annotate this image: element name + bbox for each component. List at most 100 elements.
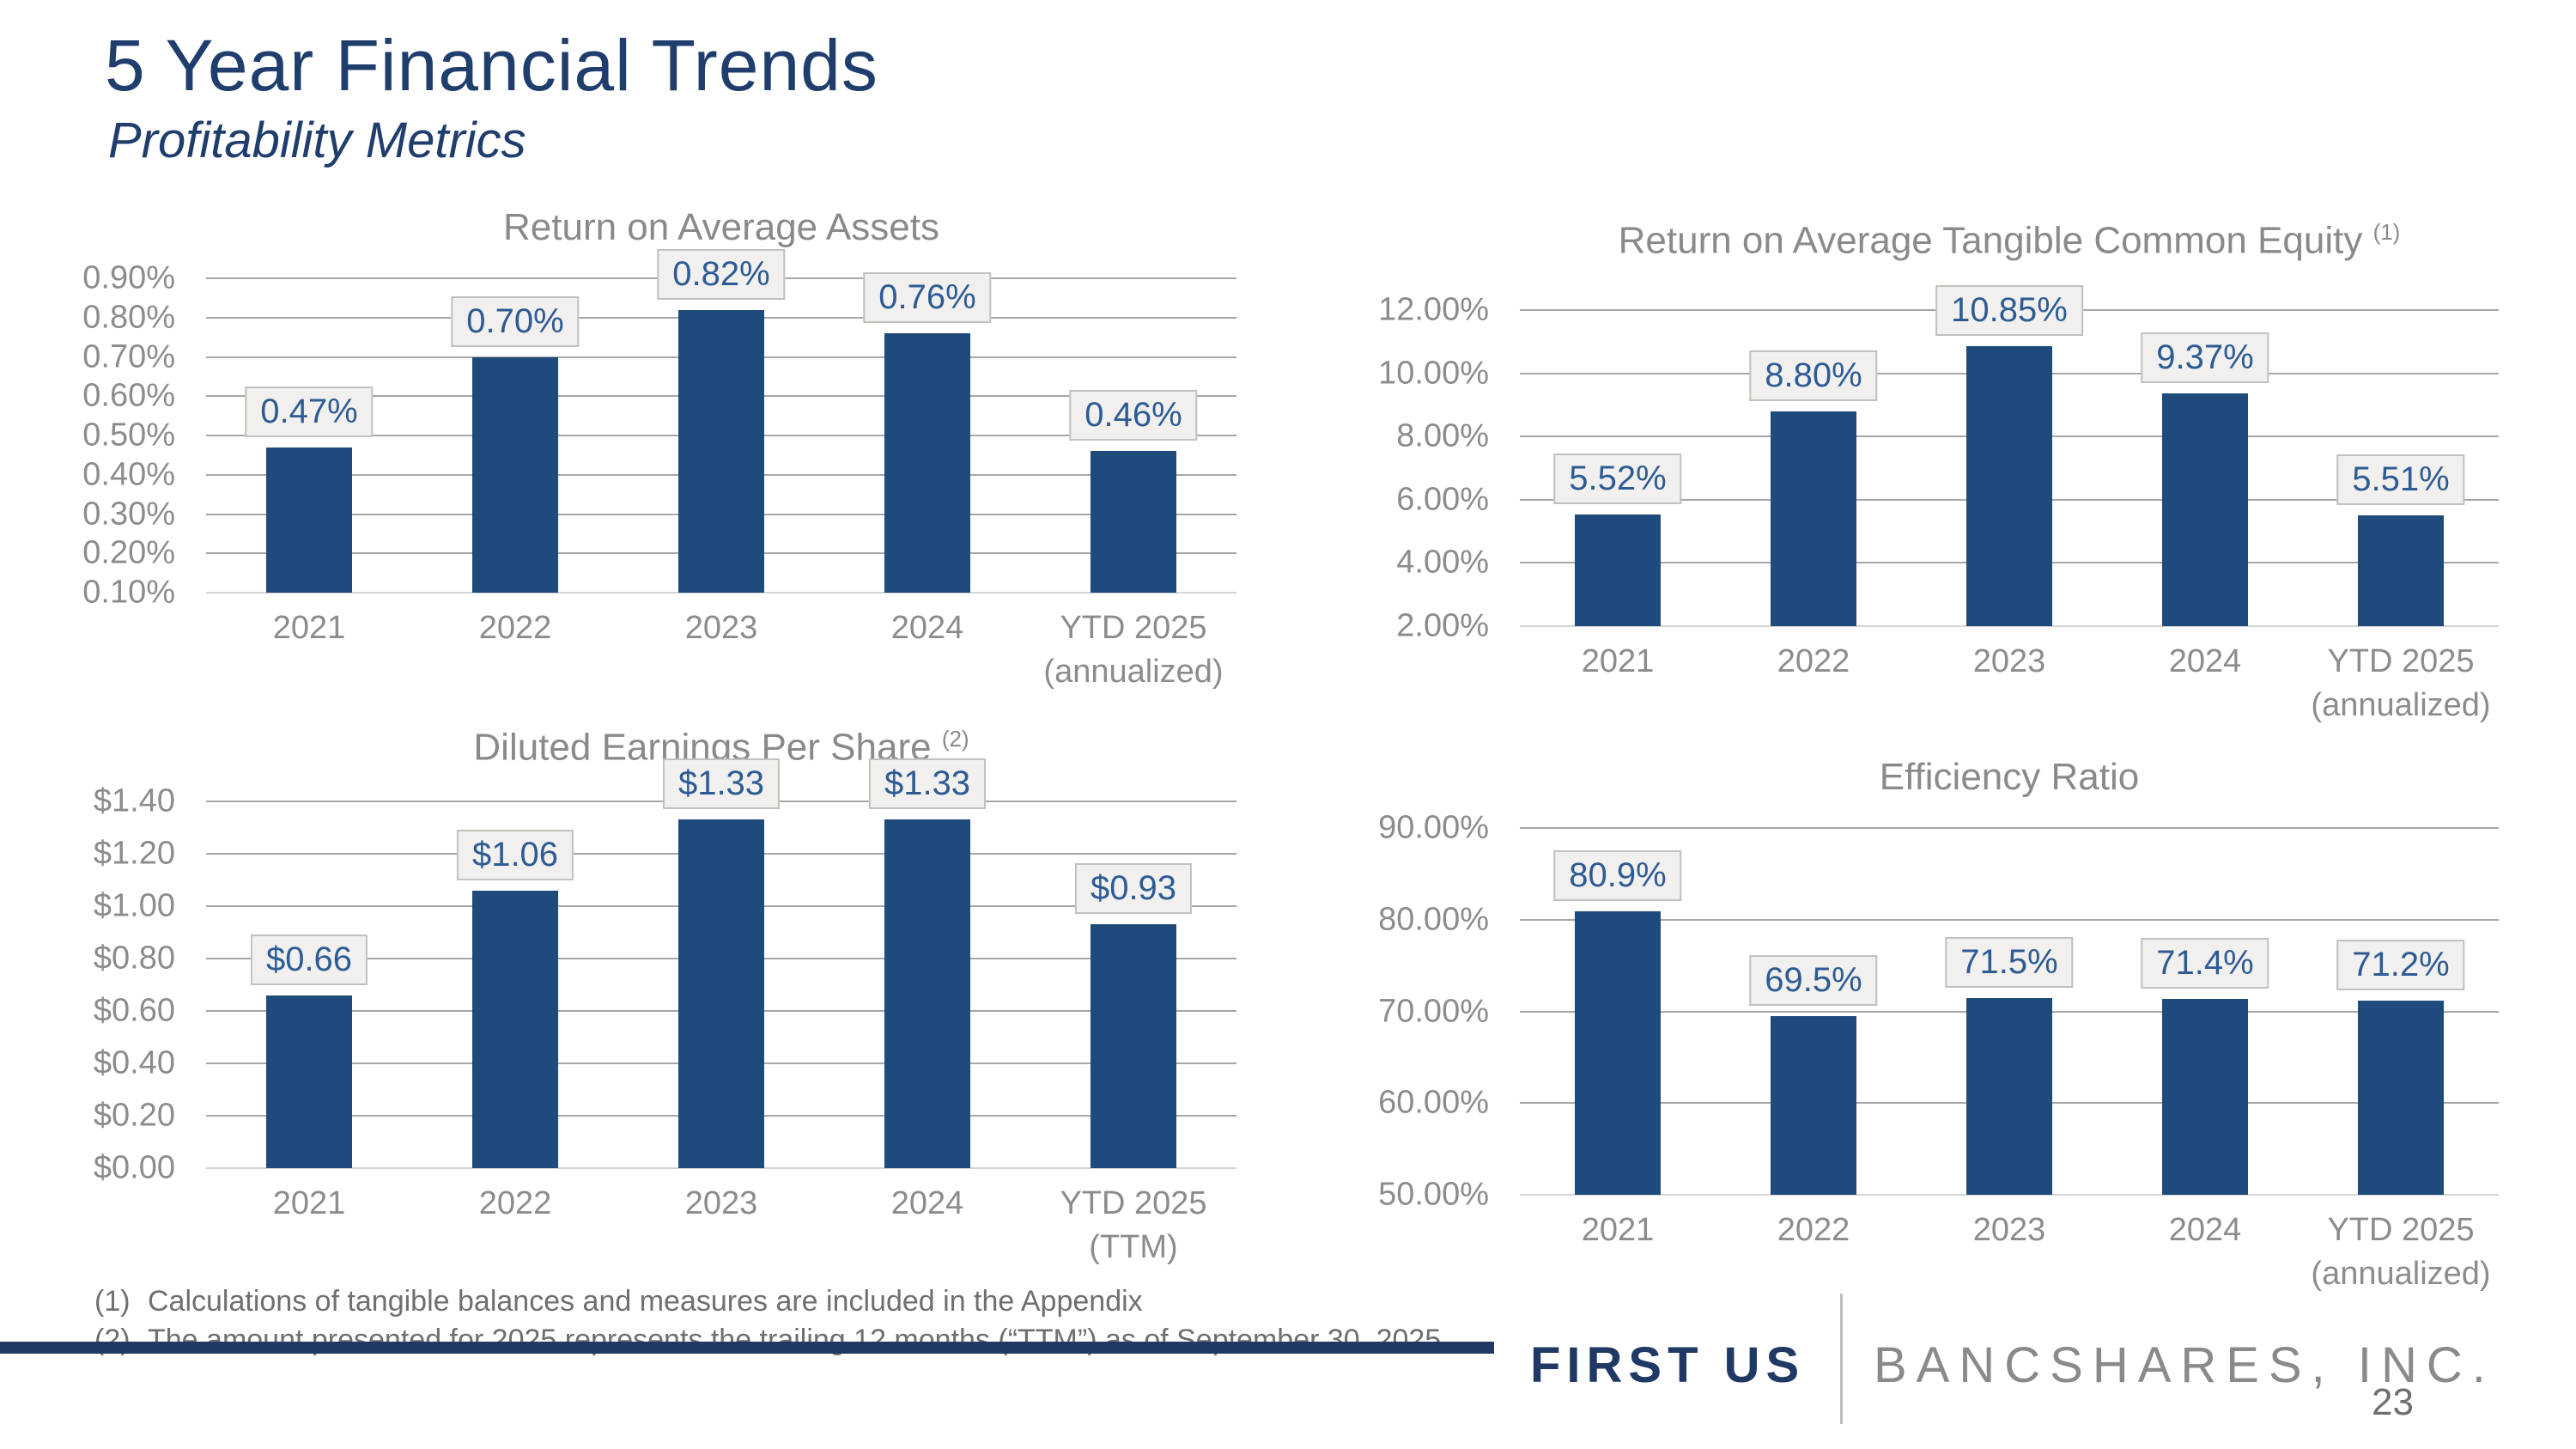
bar-value-label: $1.33 [662, 758, 781, 810]
chart-title-text: Efficiency Ratio [1879, 756, 2140, 798]
x-category-label: 2022 [1777, 643, 1850, 679]
bar [2358, 1000, 2444, 1195]
y-tick-label: 70.00% [1378, 993, 1489, 1029]
bar-value-label: 0.76% [863, 272, 992, 324]
bar-value-label: 5.52% [1553, 454, 1682, 505]
bar [472, 356, 558, 593]
bar [2162, 998, 2248, 1195]
bar-slot: $0.93 [1030, 801, 1236, 1168]
bar [678, 819, 764, 1168]
footnotes: (1) Calculations of tangible balances an… [94, 1285, 1441, 1362]
x-category-label: 2023 [1972, 643, 2046, 679]
x-category-label: 2024 [2168, 1212, 2242, 1248]
x-category-label: YTD 2025 (annualized) [2311, 1212, 2491, 1293]
bar [1575, 911, 1661, 1195]
y-axis: 12.00% 10.00% 8.00% 6.00% 4.00% 2.00% [1340, 292, 1520, 644]
bar-slot: 5.51% [2303, 310, 2499, 626]
page-number: 23 [2372, 1381, 2414, 1423]
bar [472, 890, 558, 1168]
bar-series: 80.9% 69.5% 71.5% 71.4% 71.2% [1520, 828, 2499, 1195]
bar [1771, 1015, 1856, 1195]
bar [2162, 393, 2248, 626]
y-tick-label: $1.00 [93, 887, 175, 924]
y-axis: $1.40 $1.20 $1.00 $0.80 $0.60 $0.40 $0.20 $0.00 [86, 783, 206, 1186]
bar-slot: 80.9% [1520, 828, 1716, 1195]
x-category-label: 2024 [2168, 643, 2242, 679]
bar-value-label: $1.33 [868, 758, 987, 810]
bar-slot: $0.66 [206, 801, 412, 1168]
bar-slot: 0.46% [1030, 278, 1236, 593]
y-tick-label: $0.80 [93, 940, 175, 977]
x-category-label: 2021 [1581, 1212, 1655, 1248]
bar [266, 995, 352, 1168]
brand-name-first-us: FIRST US [1530, 1337, 1806, 1393]
bar-slot: 0.82% [618, 248, 824, 593]
bar-value-label: 80.9% [1553, 850, 1682, 902]
y-tick-label: 0.10% [82, 574, 175, 611]
y-axis: 90.00% 80.00% 70.00% 60.00% 50.00% [1340, 810, 1520, 1213]
bar-slot: 0.76% [824, 272, 1030, 593]
plot-area: 80.9% 69.5% 71.5% 71.4% 71.2% [1520, 827, 2499, 1196]
y-tick-label: $0.20 [93, 1097, 175, 1134]
footer-rule [0, 1342, 1494, 1354]
bar [1771, 411, 1856, 626]
y-tick-label: 0.90% [82, 259, 175, 296]
chart-body: $1.40 $1.20 $1.00 $0.80 $0.60 $0.40 $0.20 $0.00… [86, 758, 1236, 1186]
bar [884, 333, 970, 593]
chart-title: Return on Average Tangible Common Equity… [1520, 219, 2499, 263]
bar [1575, 514, 1661, 626]
brand-divider [1840, 1294, 1843, 1424]
y-tick-label: 6.00% [1396, 481, 1489, 518]
footnote-1-ref: (1) [94, 1285, 131, 1318]
y-tick-label: 50.00% [1378, 1176, 1489, 1213]
bar-slot: 71.4% [2107, 828, 2303, 1195]
bar-slot: $1.33 [824, 758, 1030, 1168]
axis-baseline [1520, 625, 2499, 627]
bar [1091, 924, 1176, 1168]
x-axis: 2021 2022 2023 2024 YTD 2025 (annualized) [1520, 1209, 2499, 1297]
y-tick-label: 8.00% [1396, 417, 1489, 454]
bar-value-label: 71.4% [2141, 937, 2269, 989]
bar-value-label: 71.5% [1945, 936, 2074, 988]
y-tick-label: $0.40 [93, 1044, 175, 1081]
bar-value-label: $0.93 [1074, 863, 1193, 915]
y-axis: 0.90% 0.80% 0.70% 0.60% 0.50% 0.40% 0.30% 0.20%… [82, 260, 206, 611]
y-tick-label: 0.30% [82, 496, 175, 532]
x-category-label: 2023 [684, 610, 758, 646]
y-tick-label: 0.80% [82, 299, 175, 336]
bar-value-label: $1.06 [456, 829, 574, 880]
x-category-label: YTD 2025 (TTM) [1060, 1185, 1207, 1266]
x-category-label: 2022 [478, 1185, 552, 1221]
x-axis: 2021 2022 2023 2024 YTD 2025 (annualized) [1520, 640, 2499, 728]
plot-area: 5.52% 8.80% 10.85% 9.37% 5.51% [1520, 285, 2499, 627]
bar [2358, 514, 2444, 626]
bar-series: $0.66 $1.06 $1.33 $1.33 $0.93 [206, 758, 1236, 1168]
bar [1091, 451, 1176, 593]
axis-baseline [1520, 1194, 2499, 1196]
y-tick-label: 4.00% [1396, 544, 1489, 581]
chart-title: Return on Average Assets [206, 206, 1236, 249]
slide-title: 5 Year Financial Trends [105, 25, 878, 106]
chart-title: Efficiency Ratio [1520, 756, 2499, 799]
x-category-label: 2021 [272, 1185, 346, 1221]
footnote-1: (1) Calculations of tangible balances an… [94, 1285, 1441, 1318]
chart-body: 0.90% 0.80% 0.70% 0.60% 0.50% 0.40% 0.30% 0.20%… [82, 248, 1236, 611]
bar-value-label: 0.47% [245, 386, 374, 437]
chart-title-text: Return on Average Assets [503, 206, 939, 248]
chart-body: 12.00% 10.00% 8.00% 6.00% 4.00% 2.00% 5.52% 8.… [1340, 285, 2499, 644]
x-category-label: 2022 [1777, 1212, 1850, 1248]
chart-title-footnote-ref: (1) [2372, 219, 2401, 245]
y-tick-label: 0.50% [82, 417, 175, 454]
bar-value-label: 0.46% [1069, 390, 1198, 441]
x-category-label: 2022 [478, 610, 552, 646]
bar-slot: 69.5% [1716, 828, 1911, 1195]
bar [1966, 346, 2052, 626]
x-category-label: 2023 [684, 1185, 758, 1221]
x-axis: 2021 2022 2023 2024 YTD 2025 (annualized) [206, 606, 1236, 695]
x-category-label: 2021 [272, 610, 346, 646]
bar-value-label: 9.37% [2141, 332, 2269, 383]
bar-value-label: 8.80% [1749, 350, 1878, 401]
bar-slot: 71.5% [1911, 828, 2107, 1195]
y-tick-label: 90.00% [1378, 809, 1489, 846]
axis-baseline [206, 592, 1236, 594]
